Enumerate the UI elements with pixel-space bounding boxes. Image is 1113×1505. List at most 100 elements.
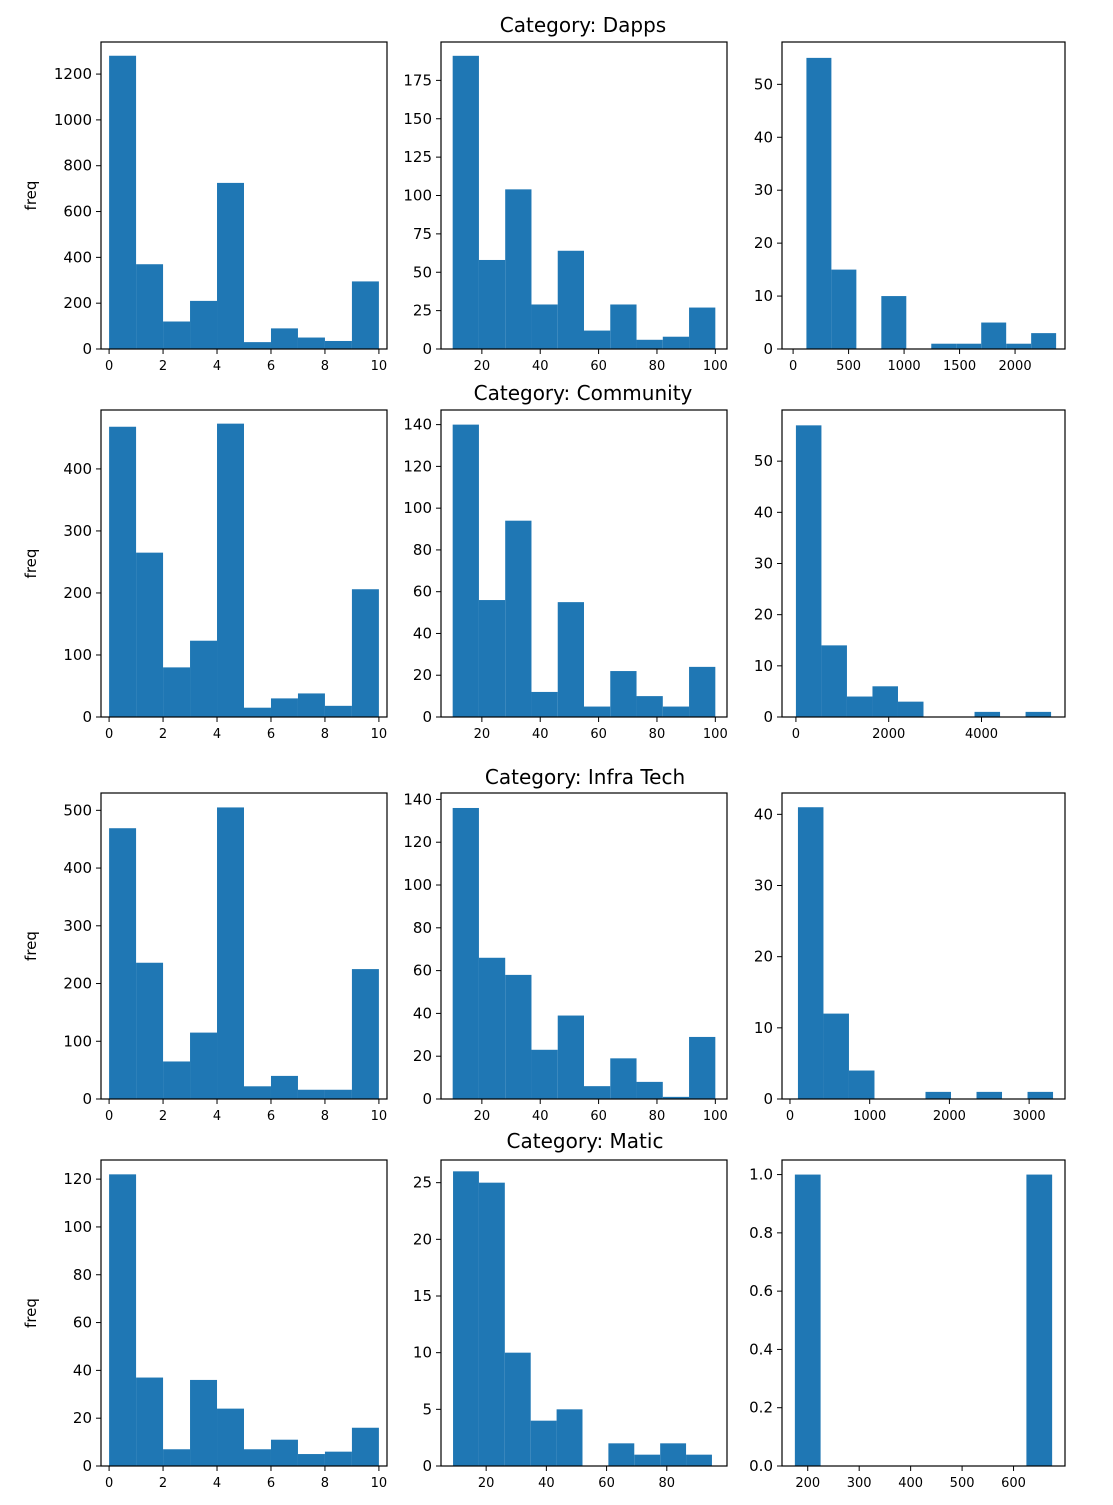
x-tick-label: 0: [786, 1109, 794, 1124]
x-tick-label: 0: [105, 359, 113, 374]
histogram-bar: [689, 1036, 716, 1099]
histogram-bar: [324, 1451, 352, 1466]
axes-frame: [100, 41, 388, 350]
histogram-bar: [608, 1443, 635, 1466]
histogram-bar: [557, 250, 584, 349]
x-tick-label: 0: [792, 727, 800, 742]
x-tick-label: 2000: [872, 727, 905, 742]
x-tick-label: 0: [789, 359, 797, 374]
histogram-bar: [136, 962, 164, 1099]
y-tick-label: 0: [763, 708, 773, 726]
y-tick-label: 0.8: [749, 1224, 773, 1242]
x-tick-label: 4: [213, 1109, 221, 1124]
y-tick-label: 20: [413, 1230, 432, 1248]
x-tick-label: 2: [159, 1109, 167, 1124]
histogram-bar: [478, 1182, 505, 1466]
histogram-bar: [453, 1171, 479, 1466]
y-tick-label: 0: [82, 708, 92, 726]
axes-frame: [781, 792, 1066, 1100]
x-tick-label: 0: [105, 1109, 113, 1124]
histogram-bar: [163, 1061, 191, 1099]
histogram-bar: [505, 520, 532, 717]
y-tick-label: 100: [63, 1218, 92, 1236]
histogram-bar: [217, 807, 244, 1099]
histogram-bar: [881, 296, 907, 349]
histogram-bar: [557, 1015, 584, 1099]
histogram-bar: [689, 307, 716, 349]
y-tick-label: 80: [413, 919, 432, 937]
y-tick-label: 40: [413, 624, 432, 642]
y-tick-label: 40: [754, 805, 773, 823]
y-tick-label: 40: [413, 1004, 432, 1022]
x-tick-label: 40: [532, 1109, 549, 1124]
histogram-bar: [584, 706, 611, 717]
x-tick-label: 8: [321, 727, 329, 742]
x-tick-label: 8: [321, 1476, 329, 1491]
y-tick-label: 200: [63, 975, 92, 993]
histogram-bar: [109, 426, 137, 717]
subplot-community-1: 0 100 200 300 400 0 2 4 6 8 10 freq: [22, 409, 388, 742]
histogram-bar: [505, 974, 532, 1099]
y-tick-label: 100: [63, 1032, 92, 1050]
y-tick-label: 300: [63, 917, 92, 935]
histogram-bar: [610, 304, 637, 349]
x-tick-label: 6: [267, 359, 275, 374]
x-tick-label: 0: [105, 1476, 113, 1491]
y-tick-label: 200: [63, 584, 92, 602]
x-tick-label: 20: [478, 1476, 495, 1491]
histogram-bar: [662, 1096, 690, 1099]
histogram-bar: [848, 1070, 875, 1099]
x-tick-label: 1000: [888, 359, 921, 374]
histogram-bar: [686, 1454, 712, 1466]
subplot-matic-2: 0 5 10 15 20 25 20 40 60 80: [413, 1159, 728, 1491]
y-tick-label: 40: [754, 503, 773, 521]
histogram-bar: [190, 1032, 218, 1099]
x-tick-label: 4: [213, 1476, 221, 1491]
x-tick-label: 20: [474, 359, 491, 374]
histogram-bar: [244, 342, 271, 349]
histogram-bar: [981, 322, 1007, 349]
histogram-bar: [136, 264, 164, 349]
x-tick-label: 2000: [999, 359, 1032, 374]
histogram-bar: [452, 55, 479, 349]
y-tick-label: 25: [413, 1174, 432, 1192]
histogram-bar: [610, 671, 637, 717]
histogram-bar: [324, 1089, 352, 1099]
histogram-bar: [478, 259, 506, 349]
histogram-bar: [974, 711, 1001, 717]
x-tick-label: 500: [836, 359, 861, 374]
y-tick-label: 400: [63, 248, 92, 266]
y-tick-label: 40: [754, 128, 773, 146]
histogram-bar: [662, 706, 690, 717]
x-tick-label: 200: [795, 1476, 820, 1491]
x-tick-label: 100: [703, 727, 728, 742]
y-tick-label: 0: [422, 708, 432, 726]
x-tick-label: 40: [532, 727, 549, 742]
y-tick-label: 600: [63, 203, 92, 221]
histogram-bar: [351, 1427, 379, 1466]
histogram-bar: [1026, 1174, 1053, 1466]
subplot-community-2: 0 20 40 60 80 100 120 140 20 40 60 80 100: [403, 409, 728, 742]
histogram-bar: [324, 340, 352, 349]
row-title-infra-tech: Category: Infra Tech: [485, 765, 685, 789]
y-tick-label: 100: [403, 499, 432, 517]
x-tick-label: 0: [105, 727, 113, 742]
histogram-bar: [163, 321, 191, 349]
x-tick-label: 1500: [943, 359, 976, 374]
subplot-matic-3: 0.0 0.2 0.4 0.6 0.8 1.0 200 300 400 500 600: [749, 1159, 1066, 1491]
histogram-bar: [324, 705, 352, 717]
y-tick-label: 0.4: [749, 1340, 773, 1358]
y-tick-label: 1.0: [749, 1166, 773, 1184]
y-tick-label: 20: [73, 1409, 92, 1427]
axes-frame: [440, 792, 728, 1100]
y-tick-label: 100: [63, 646, 92, 664]
histogram-bar: [109, 1174, 137, 1466]
x-tick-label: 60: [590, 359, 607, 374]
row-title-community: Category: Community: [474, 381, 693, 405]
y-tick-label: 1000: [54, 111, 92, 129]
histogram-bar: [584, 1086, 611, 1099]
histogram-bar: [1006, 343, 1032, 349]
histogram-bar: [797, 807, 824, 1099]
y-tick-label: 20: [754, 606, 773, 624]
